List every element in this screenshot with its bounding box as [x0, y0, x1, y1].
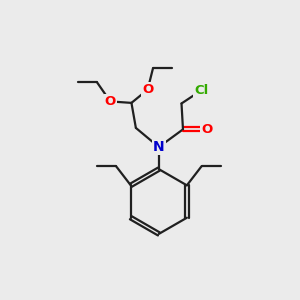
Text: O: O — [105, 95, 116, 108]
Text: O: O — [142, 83, 153, 96]
Text: O: O — [202, 123, 213, 136]
Text: N: N — [153, 140, 165, 154]
Text: Cl: Cl — [194, 84, 209, 97]
